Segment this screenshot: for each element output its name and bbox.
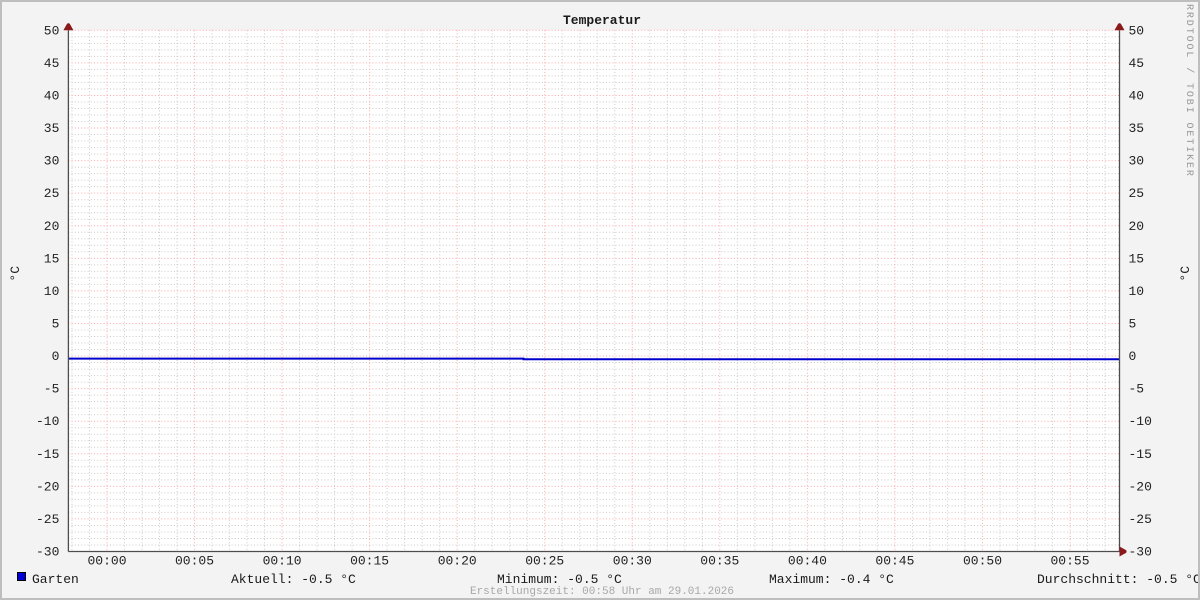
svg-text:00:25: 00:25 <box>525 554 564 569</box>
svg-text:00:55: 00:55 <box>1050 554 1089 569</box>
svg-text:45: 45 <box>44 56 60 71</box>
svg-text:00:20: 00:20 <box>438 554 477 569</box>
svg-text:35: 35 <box>1129 121 1145 136</box>
svg-text:35: 35 <box>44 121 60 136</box>
svg-text:5: 5 <box>52 317 60 332</box>
svg-text:5: 5 <box>1129 317 1137 332</box>
svg-text:00:30: 00:30 <box>613 554 652 569</box>
svg-text:20: 20 <box>1129 219 1145 234</box>
svg-text:40: 40 <box>1129 89 1145 104</box>
svg-text:50: 50 <box>1129 23 1145 38</box>
svg-text:15: 15 <box>44 251 60 266</box>
svg-text:-5: -5 <box>44 382 60 397</box>
svg-text:00:40: 00:40 <box>788 554 827 569</box>
svg-text:-25: -25 <box>36 512 59 527</box>
svg-text:45: 45 <box>1129 56 1145 71</box>
svg-text:-20: -20 <box>36 479 59 494</box>
svg-text:15: 15 <box>1129 251 1145 266</box>
svg-text:-25: -25 <box>1129 512 1152 527</box>
svg-text:30: 30 <box>1129 154 1145 169</box>
svg-text:-10: -10 <box>1129 414 1152 429</box>
svg-text:-20: -20 <box>1129 479 1152 494</box>
svg-text:40: 40 <box>44 89 60 104</box>
svg-text:00:10: 00:10 <box>263 554 302 569</box>
svg-text:20: 20 <box>44 219 60 234</box>
svg-text:25: 25 <box>1129 186 1145 201</box>
svg-text:30: 30 <box>44 154 60 169</box>
svg-text:00:05: 00:05 <box>175 554 214 569</box>
svg-text:00:50: 00:50 <box>963 554 1002 569</box>
svg-text:-30: -30 <box>36 545 59 560</box>
svg-text:00:00: 00:00 <box>87 554 126 569</box>
svg-text:0: 0 <box>52 349 60 364</box>
svg-text:-15: -15 <box>36 447 59 462</box>
svg-text:00:35: 00:35 <box>700 554 739 569</box>
svg-text:-10: -10 <box>36 414 59 429</box>
svg-text:0: 0 <box>1129 349 1137 364</box>
svg-text:00:45: 00:45 <box>875 554 914 569</box>
svg-text:10: 10 <box>1129 284 1145 299</box>
svg-text:10: 10 <box>44 284 60 299</box>
svg-text:50: 50 <box>44 23 60 38</box>
svg-text:-30: -30 <box>1129 545 1152 560</box>
svg-text:00:15: 00:15 <box>350 554 389 569</box>
svg-text:-5: -5 <box>1129 382 1145 397</box>
svg-text:25: 25 <box>44 186 60 201</box>
svg-text:-15: -15 <box>1129 447 1152 462</box>
